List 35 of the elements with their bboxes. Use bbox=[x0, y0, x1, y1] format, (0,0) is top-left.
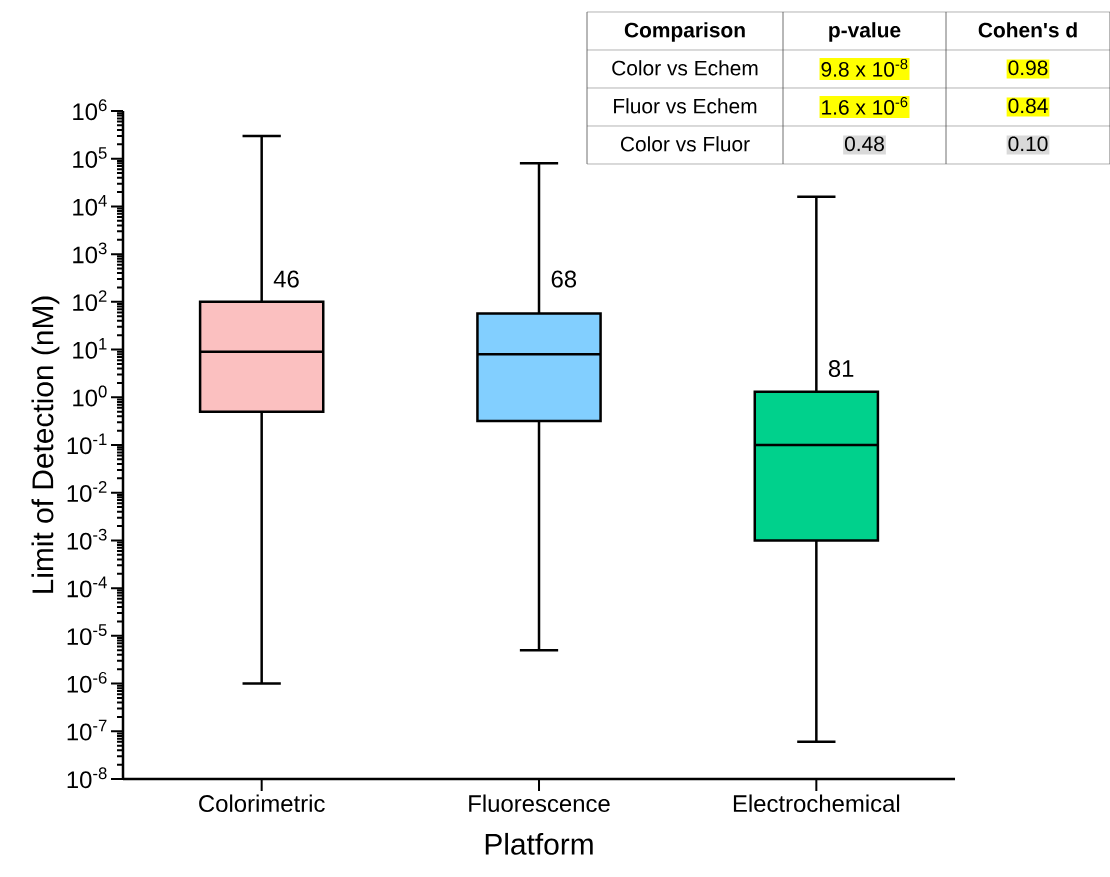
text: 0.84 bbox=[1008, 98, 1048, 114]
x-tick-label: Fluorescence bbox=[469, 794, 610, 813]
annotation: 68 bbox=[551, 270, 577, 288]
y-tick-label: 10$^{2}$ bbox=[73, 290, 107, 312]
x-tick-label: Electrochemical bbox=[733, 794, 900, 813]
x-tick-label: Colorimetric bbox=[199, 794, 325, 813]
annotation: 81 bbox=[828, 360, 854, 378]
y-tick-label: 10$^{0}$ bbox=[73, 385, 107, 407]
y-tick-label: 10$^{4}$ bbox=[73, 194, 107, 216]
text: 0.98 bbox=[1008, 60, 1048, 76]
text: 0.10 bbox=[1008, 136, 1048, 152]
annotation: Fluor vs Echem bbox=[614, 98, 757, 114]
text: Comparison bbox=[624, 22, 745, 42]
y-axis-title: Limit of Detection (nM) bbox=[31, 296, 60, 593]
y-tick-label: 10$^{-4}$ bbox=[67, 576, 107, 598]
y-tick-label: 10$^{3}$ bbox=[73, 242, 107, 264]
annotation: 0.48 bbox=[844, 136, 884, 152]
y-tick-label: 10$^{-5}$ bbox=[67, 624, 107, 646]
text: Cohen's d bbox=[978, 22, 1077, 38]
y-tick-label: 10$^{5}$ bbox=[73, 147, 107, 168]
y-tick-label: 10$^{1}$ bbox=[73, 338, 107, 359]
y-tick-label: 10$^{-6}$ bbox=[67, 671, 107, 693]
y-tick-label: 10$^{6}$ bbox=[73, 99, 107, 121]
y-tick-label: 10$^{-7}$ bbox=[67, 719, 107, 741]
y-tick-label: 10$^{-3}$ bbox=[67, 528, 107, 550]
text: Color vs Echem bbox=[612, 60, 758, 76]
annotation: 46 bbox=[273, 270, 299, 288]
y-tick-label: 10$^{-2}$ bbox=[67, 481, 107, 502]
text: p-value bbox=[829, 22, 901, 42]
annotation: 1.6 x 10$^{-6}$ bbox=[822, 96, 908, 115]
annotation: Color vs Fluor bbox=[620, 136, 750, 152]
y-tick-label: 10$^{-1}$ bbox=[67, 433, 107, 455]
y-tick-label: 10$^{-8}$ bbox=[67, 767, 107, 789]
text: 9.8 x 10$^{-8}$ bbox=[821, 58, 908, 77]
x-axis-title: Platform bbox=[485, 832, 593, 855]
